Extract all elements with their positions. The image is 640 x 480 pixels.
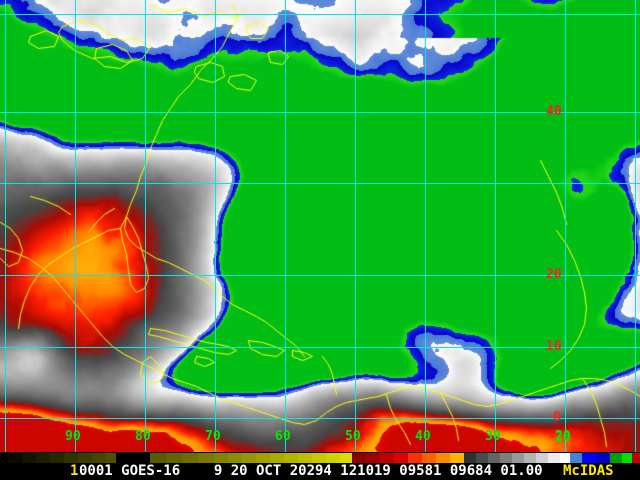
colorbar-segment-36 — [500, 453, 512, 463]
colorbar-segment-14 — [198, 453, 214, 463]
colorbar-segment-24 — [340, 453, 352, 463]
colorbar-segment-25 — [352, 453, 366, 463]
colorbar-segment-46 — [622, 453, 632, 463]
colorbar-segment-19 — [270, 453, 284, 463]
colorbar-segment-39 — [536, 453, 548, 463]
latitude-label-40: 40 — [546, 104, 562, 119]
longitude-label-20-7: 20 — [555, 429, 571, 444]
colorbar-segment-26 — [366, 453, 380, 463]
colorbar-segment-9 — [116, 453, 134, 463]
colorbar-segment-20 — [284, 453, 298, 463]
longitude-label-70-2: 70 — [205, 429, 221, 444]
longitude-label-40-5: 40 — [415, 429, 431, 444]
colorbar-segment-34 — [476, 453, 488, 463]
colorbar-segment-44 — [596, 453, 610, 463]
longitude-label-20-8: 20 — [555, 430, 571, 445]
latitude-label-20: 20 — [546, 267, 562, 282]
colorbar-segment-12 — [166, 453, 182, 463]
colorbar-segment-16 — [228, 453, 242, 463]
colorbar-segment-42 — [570, 453, 582, 463]
status-text: 0001 GOES-16 9 20 OCT 20294 121019 09581… — [79, 463, 543, 479]
status-line-number: 1 — [70, 463, 79, 479]
colorbar-segment-40 — [548, 453, 560, 463]
longitude-label-30-6: 30 — [485, 429, 501, 444]
colorbar-segment-13 — [182, 453, 198, 463]
colorbar-segment-18 — [256, 453, 270, 463]
colorbar-segment-15 — [214, 453, 228, 463]
colorbar-segment-37 — [512, 453, 524, 463]
colorbar-segment-11 — [150, 453, 166, 463]
colorbar-segment-28 — [394, 453, 408, 463]
colorbar-segment-35 — [488, 453, 500, 463]
satellite-raster[interactable] — [0, 0, 640, 452]
colorbar-segment-47 — [632, 453, 640, 463]
colorbar-segment-22 — [312, 453, 326, 463]
colorbar-segment-8 — [106, 453, 116, 463]
colorbar-segment-23 — [326, 453, 340, 463]
status-bar: 1 0001 GOES-16 9 20 OCT 20294 121019 095… — [0, 463, 640, 480]
colorbar-segment-27 — [380, 453, 394, 463]
colorbar-segment-30 — [422, 453, 436, 463]
mcidas-brand-label: McIDAS — [563, 463, 614, 479]
colorbar-segment-10 — [134, 453, 150, 463]
colorbar-segment-38 — [524, 453, 536, 463]
colorbar-segment-45 — [610, 453, 622, 463]
longitude-label-60-3: 60 — [275, 429, 291, 444]
colorbar-segment-29 — [408, 453, 422, 463]
satellite-image-panel[interactable] — [0, 0, 640, 452]
colorbar-segment-3 — [36, 453, 50, 463]
longitude-label-90-0: 90 — [65, 429, 81, 444]
colorbar-segment-32 — [450, 453, 464, 463]
colorbar-segment-21 — [298, 453, 312, 463]
colorbar-segment-5 — [64, 453, 78, 463]
colorbar-segment-33 — [464, 453, 476, 463]
colorbar-segment-1 — [8, 453, 22, 463]
colorbar-segment-2 — [22, 453, 36, 463]
colorbar-segment-31 — [436, 453, 450, 463]
colorbar-segment-0 — [0, 453, 8, 463]
colorbar-segment-43 — [582, 453, 596, 463]
longitude-label-80-1: 80 — [135, 429, 151, 444]
colorbar-segment-4 — [50, 453, 64, 463]
latitude-label-10: 10 — [546, 339, 562, 354]
latitude-label-0: 0 — [553, 410, 561, 425]
color-enhancement-bar[interactable] — [0, 453, 640, 463]
colorbar-segment-41 — [560, 453, 570, 463]
longitude-label-50-4: 50 — [345, 429, 361, 444]
colorbar-segment-6 — [78, 453, 92, 463]
colorbar-segment-17 — [242, 453, 256, 463]
colorbar-segment-7 — [92, 453, 106, 463]
